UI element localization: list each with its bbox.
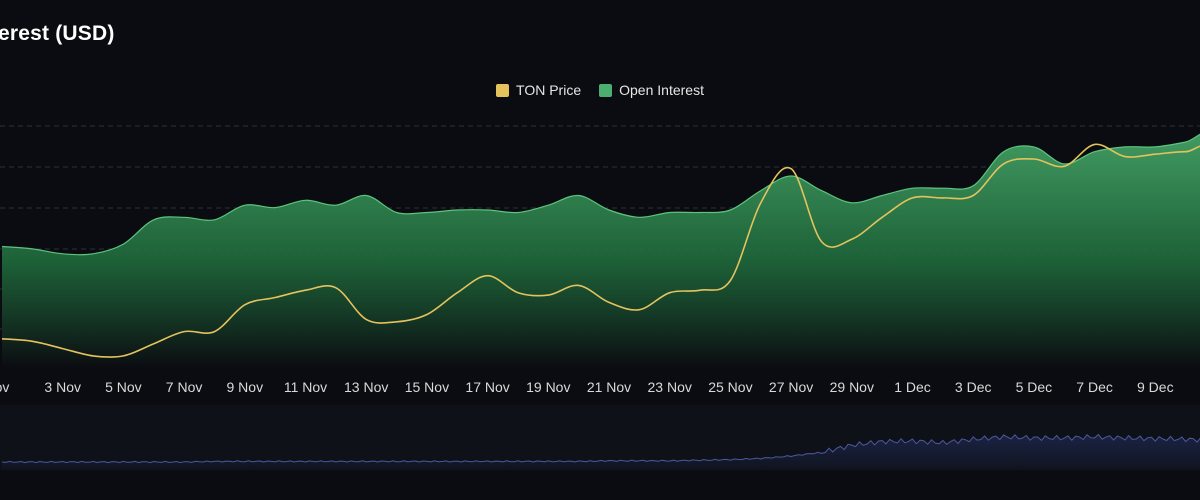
legend-swatch-open-interest [599, 83, 613, 97]
legend-label-ton-price: TON Price [516, 82, 582, 98]
x-tick-label: 5 Nov [105, 379, 142, 395]
open-interest-area-fill [2, 134, 1200, 368]
ton-price-series-line [1, 143, 1200, 358]
navigator [0, 405, 1200, 470]
x-tick-label: 9 Nov [227, 379, 264, 395]
x-tick-label: 3 Nov [44, 379, 81, 395]
legend-swatch-ton-price [496, 83, 510, 97]
x-tick-label: 7 Nov [166, 379, 203, 395]
chart-legend: TON Price Open Interest [0, 82, 1200, 98]
open-interest-line [1, 133, 1200, 256]
x-tick-label: 3 Dec [955, 379, 992, 395]
x-tick-label: 7 Dec [1076, 379, 1113, 395]
legend-label-open-interest: Open Interest [619, 82, 704, 98]
x-tick-label: 25 Nov [708, 379, 752, 395]
legend-item-open-interest[interactable]: Open Interest [599, 82, 704, 98]
legend-item-ton-price[interactable]: TON Price [496, 82, 581, 98]
x-tick-label: 15 Nov [405, 379, 449, 395]
x-tick-label: 19 Nov [526, 379, 570, 395]
chart-title: erest (USD) [0, 22, 115, 45]
x-tick-label: 1 Dec [894, 379, 931, 395]
x-tick-label: 9 Dec [1137, 379, 1174, 395]
x-tick-label: 23 Nov [648, 379, 692, 395]
x-tick-label: 13 Nov [344, 379, 388, 395]
x-tick-label: 27 Nov [769, 379, 813, 395]
x-tick-label: 11 Nov [284, 379, 327, 395]
x-tick-label: 17 Nov [465, 379, 509, 395]
x-tick-label: 29 Nov [830, 379, 874, 395]
x-tick-label: ov [0, 379, 9, 395]
navigator-line [1, 433, 1200, 464]
x-tick-label: 21 Nov [587, 379, 631, 395]
ton-price-line [1, 143, 1200, 358]
x-axis-ticks: ov 3 Nov 5 Nov 7 Nov 9 Nov 11 Nov 13 Nov 15 Nov… [0, 379, 1174, 395]
open-interest-area [1, 133, 1200, 368]
x-tick-label: 5 Dec [1016, 379, 1053, 395]
